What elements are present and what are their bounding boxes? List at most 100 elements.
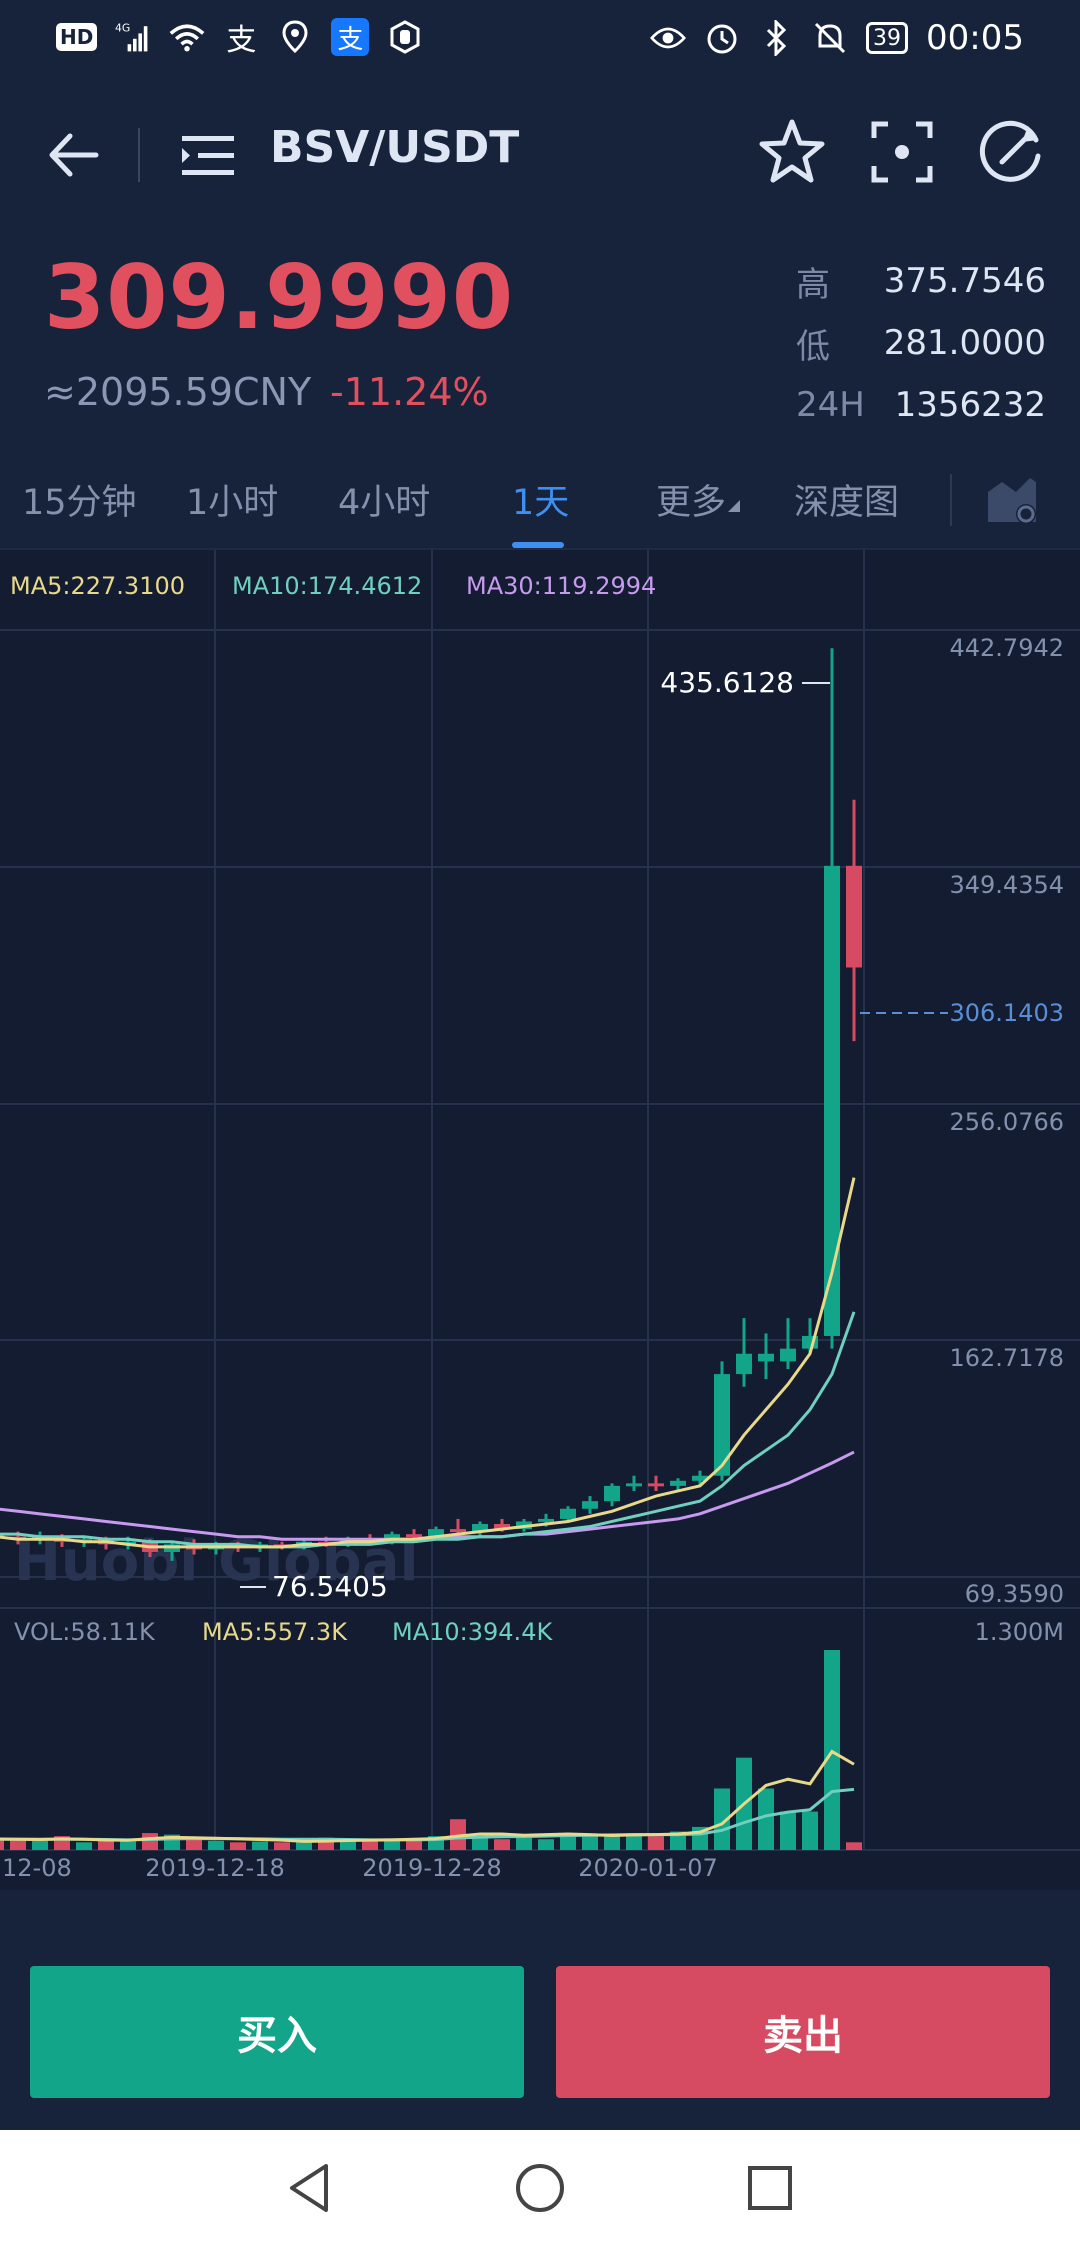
volume-bar	[120, 1841, 136, 1850]
volume-bar	[0, 1837, 4, 1850]
volume-bar	[516, 1837, 532, 1850]
network-type: 4G	[115, 22, 130, 35]
y-tick: 162.7178	[949, 1344, 1064, 1372]
current-price-tag: 306.1403	[949, 999, 1064, 1027]
bluetooth-icon	[758, 20, 794, 56]
tab-active-indicator	[512, 542, 564, 548]
buy-button[interactable]: 买入	[30, 1966, 524, 2098]
stat-label: 24H	[796, 385, 865, 425]
candle-body	[560, 1508, 576, 1519]
status-time: 00:05	[926, 18, 1024, 58]
header-bar: BSV/USDT	[0, 80, 1080, 230]
location-icon	[277, 19, 313, 55]
sell-button[interactable]: 卖出	[556, 1966, 1050, 2098]
tab-more[interactable]: 更多	[656, 474, 742, 525]
ma10-line	[0, 1311, 856, 1549]
pair-list-icon[interactable]	[180, 128, 236, 184]
vol-ma5-line	[0, 1749, 855, 1843]
ma5-line	[0, 1177, 856, 1549]
candle-body	[714, 1374, 730, 1476]
tab-depth[interactable]: 深度图	[794, 483, 900, 523]
volume-bar	[208, 1840, 224, 1850]
triangle-down-icon	[728, 500, 741, 512]
stats-panel: 高 375.7546 低 281.0000 24H 1356232	[796, 250, 1046, 436]
hd-icon: HD	[56, 23, 98, 51]
alipay-icon: 支	[226, 23, 257, 58]
system-nav-bar	[0, 2130, 1080, 2244]
volume-bar	[252, 1841, 268, 1850]
volume-bar	[450, 1819, 466, 1850]
candle-body	[824, 865, 840, 1336]
vol-ma10-legend: MA10:394.4K	[392, 1618, 553, 1646]
volume-bar	[670, 1831, 686, 1850]
refresh-icon[interactable]	[976, 116, 1048, 188]
candle-body	[604, 1485, 620, 1502]
tab-15min[interactable]: 15分钟	[22, 483, 137, 523]
y-tick: 442.7942	[949, 634, 1064, 662]
nav-back-icon[interactable]	[280, 2158, 340, 2218]
y-tick: 69.3590	[965, 1580, 1064, 1608]
candle-body	[670, 1480, 686, 1486]
back-arrow-icon[interactable]	[40, 120, 110, 190]
volume-bar	[560, 1833, 576, 1850]
volume-bar	[648, 1836, 664, 1850]
candle-body	[428, 1529, 444, 1537]
candle-body	[406, 1534, 422, 1538]
volume-bar	[296, 1840, 312, 1850]
tab-1hour[interactable]: 1小时	[186, 483, 279, 523]
stat-value: 281.0000	[883, 323, 1046, 363]
cny-price: ≈2095.59CNY	[44, 370, 312, 414]
tab-4hour[interactable]: 4小时	[338, 483, 431, 523]
screenshot-icon[interactable]	[868, 118, 936, 186]
y-tick: 256.0766	[949, 1108, 1064, 1136]
vol-max-tick: 1.300M	[975, 1618, 1064, 1646]
wifi-icon	[169, 19, 205, 55]
candle-body	[736, 1353, 752, 1375]
stat-low: 低 281.0000	[796, 312, 1046, 374]
pair-title[interactable]: BSV/USDT	[270, 122, 520, 173]
nav-recents-icon[interactable]	[740, 2158, 800, 2218]
volume-bar	[714, 1788, 730, 1850]
stat-label: 高	[796, 264, 830, 305]
volume-bar	[142, 1833, 158, 1850]
stat-value: 375.7546	[883, 261, 1046, 301]
candle-body	[692, 1475, 708, 1481]
stat-high: 高 375.7546	[796, 250, 1046, 312]
candle-body	[472, 1524, 488, 1532]
candle-body	[758, 1353, 774, 1362]
volume-bar	[230, 1842, 246, 1850]
chart-settings-icon[interactable]	[984, 472, 1040, 528]
tabs-divider	[950, 474, 952, 526]
vol-legend: VOL:58.11K	[14, 1618, 156, 1646]
candle-body	[450, 1529, 466, 1533]
volume-bar	[10, 1839, 26, 1850]
tab-1day[interactable]: 1天	[512, 483, 570, 523]
volume-bar	[846, 1842, 862, 1850]
battery-icon: 39	[866, 22, 909, 54]
volume-bar	[802, 1811, 818, 1850]
hand-icon	[387, 19, 423, 55]
x-tick: 12-08	[2, 1854, 72, 1882]
trade-bar: 买入 卖出	[0, 1890, 1080, 2130]
vol-ma5-legend: MA5:557.3K	[202, 1618, 348, 1646]
eye-icon	[650, 20, 687, 56]
volume-bar	[582, 1834, 598, 1850]
volume-bar	[384, 1838, 400, 1850]
ma5-legend: MA5:227.3100	[10, 572, 185, 600]
star-icon[interactable]	[756, 116, 828, 188]
volume-bar	[406, 1839, 422, 1850]
volume-bar	[780, 1811, 796, 1850]
kline-svg: MA5:227.3100 MA10:174.4612 MA30:119.2994…	[0, 550, 1080, 1882]
header-divider	[138, 128, 140, 182]
kline-chart[interactable]: MA5:227.3100 MA10:174.4612 MA30:119.2994…	[0, 550, 1080, 1890]
volume-bar	[538, 1839, 554, 1850]
mute-icon	[812, 20, 848, 56]
candle-body	[582, 1501, 598, 1509]
volume-bar	[604, 1836, 620, 1850]
volume-bar	[758, 1788, 774, 1850]
last-price: 309.9990	[44, 246, 515, 349]
interval-tabs: 15分钟 1小时 4小时 1天 更多 深度图	[0, 450, 1080, 550]
candle-body	[494, 1524, 510, 1530]
nav-home-icon[interactable]	[510, 2158, 570, 2218]
